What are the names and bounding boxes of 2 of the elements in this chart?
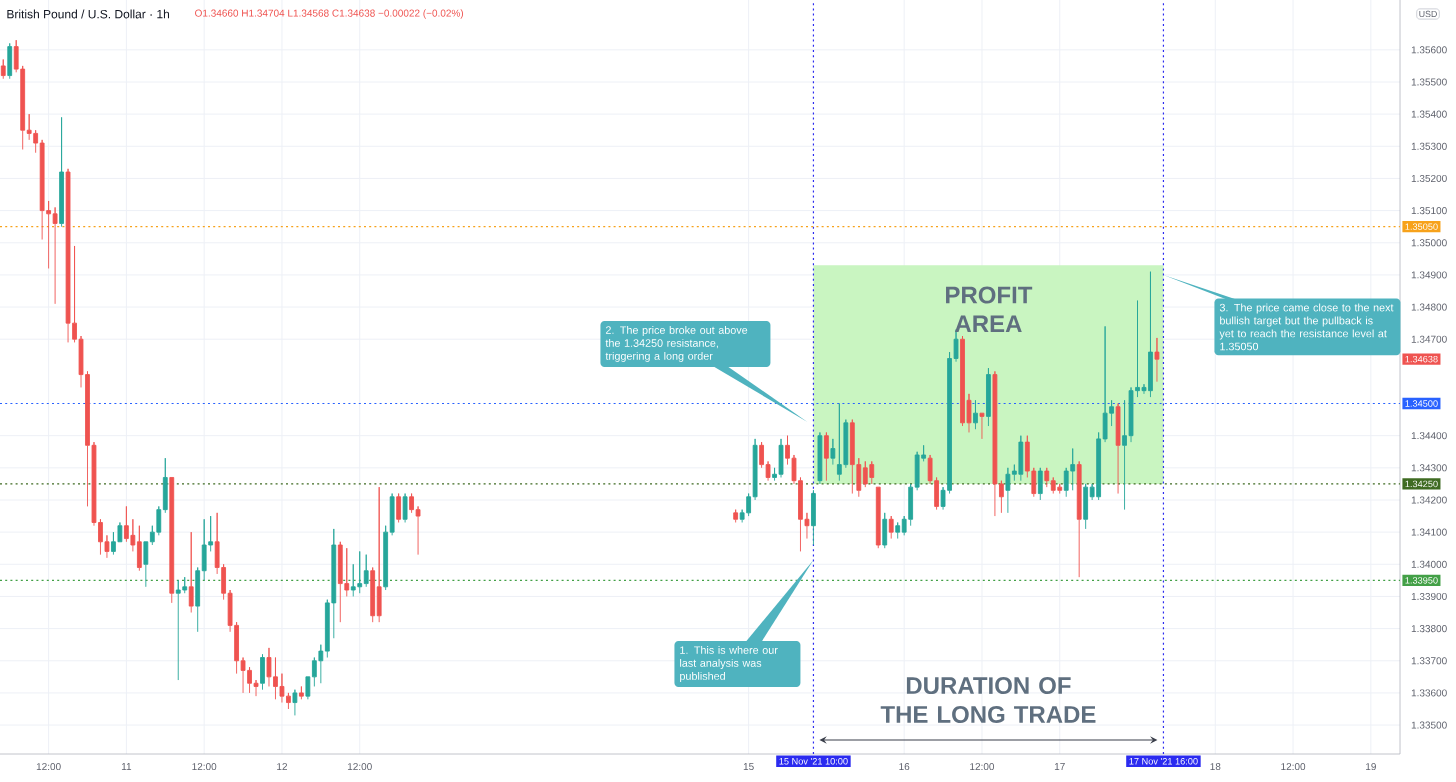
annotation: DURATION OF THE LONG TRADE — [880, 677, 1096, 723]
band-label: PROFIT AREA — [946, 286, 1033, 333]
